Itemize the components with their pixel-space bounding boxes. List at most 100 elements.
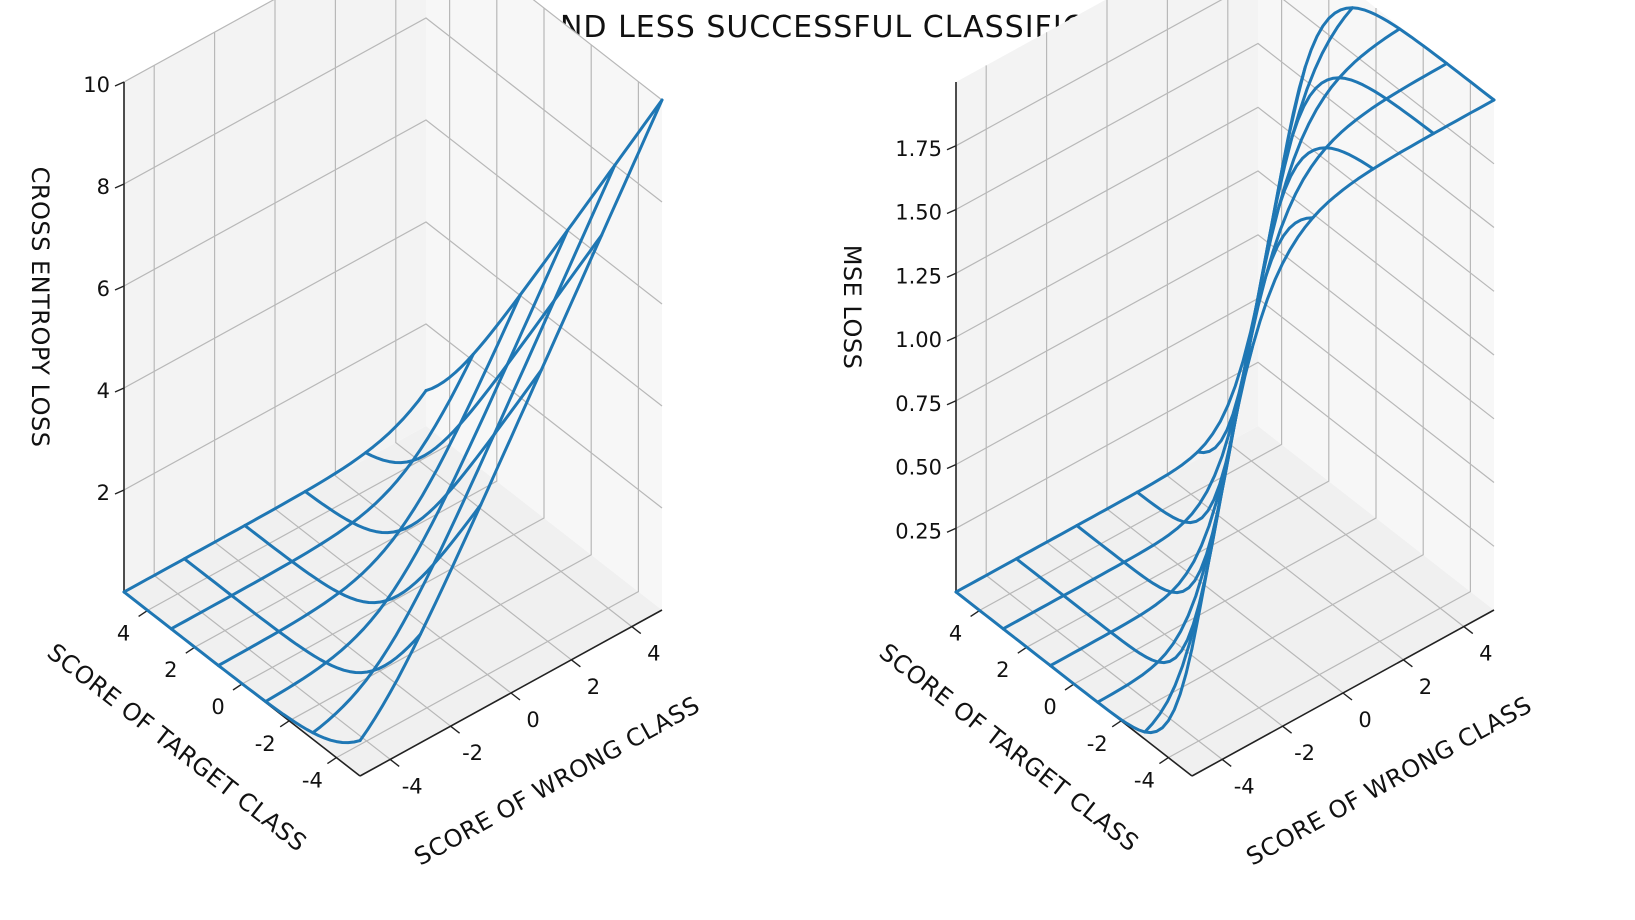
z-tick-label: 8 [97,175,110,199]
y-tick-label: 0 [211,695,224,719]
z-axis-label: MSE LOSS [838,245,866,370]
x-tick-label: 2 [1419,675,1432,699]
surface-wire-line [1075,216,1315,595]
gridline-x [334,0,572,661]
z-tick-mark [114,285,125,291]
gridline-y [336,81,640,759]
surface-wire-line [182,557,422,675]
z-tick-mark [946,336,957,342]
surface-wire-line [311,163,617,735]
x-tick-label: 0 [1358,708,1371,732]
surface-wire-line [243,503,483,605]
y-tick-label: -4 [302,769,323,793]
x-tick-label: -2 [462,741,483,765]
z-tick-mark [946,463,957,470]
y-tick-mark [138,609,148,617]
z-tick-mark [114,489,125,495]
gridline-z [955,234,1495,420]
x-tick-mark [1342,692,1353,701]
x-tick-mark [1402,659,1413,668]
y-tick-mark [1111,720,1122,728]
x-tick-mark [570,659,581,668]
x-tick-mark [1221,758,1232,767]
surface-wire-line [358,98,664,743]
x-tick-mark [1463,626,1474,635]
surface-wire-line [954,297,1260,594]
gridline-y [1168,81,1472,759]
surface-wire-line [1048,6,1354,668]
y-tick-mark [185,646,196,654]
x-tick-mark [1282,725,1293,734]
y-tick-mark [279,720,290,728]
x-tick-label: 4 [1479,642,1492,666]
gridline-y [241,8,545,685]
x-tick-mark [510,692,521,701]
surface-wire-line [954,590,1194,735]
z-tick-mark [946,400,957,406]
gridline-y [1073,8,1377,685]
gridline-y [979,0,1283,611]
z-tick-mark [946,527,957,533]
z-tick-label: 6 [97,277,110,301]
y-tick-mark [1159,757,1169,765]
z-tick-mark [946,145,957,151]
gridline-z [123,17,663,203]
z-tick-label: 4 [97,379,110,403]
gridline-z [955,170,1495,356]
y-tick-label: 0 [1043,695,1056,719]
y-tick-mark [1017,646,1028,654]
y-tick-label: -2 [1087,732,1108,756]
x-tick-label: 4 [647,642,660,666]
x-tick-label: -2 [1294,741,1315,765]
z-tick-label: 0.75 [895,392,942,416]
y-tick-mark [327,757,337,765]
z-tick-label: 2 [97,481,110,505]
surface-wire-line [364,233,604,465]
z-tick-mark [946,272,957,278]
gridline-z [123,221,663,407]
z-tick-mark [114,81,125,87]
y-tick-label: 2 [996,658,1009,682]
gridline-y [1026,0,1330,648]
y-tick-label: 4 [117,621,130,645]
mse-surface-plot: -4 -2 0 2 4 -4 -2 0 2 4 0.25 0.50 0.75 1.00 1.25 1.50 1.… [838,0,1537,871]
x-tick-mark [389,758,400,767]
z-tick-label: 0.25 [895,519,942,543]
gridline-x [395,0,633,628]
gridline-z [955,0,1495,165]
z-tick-label: 1.50 [895,201,942,225]
gridline-z [123,0,663,101]
z-tick-label: 0.50 [895,456,942,480]
y-tick-label: -4 [1134,769,1155,793]
surface-wire-line [1256,6,1496,300]
surface-wire-line [424,98,664,393]
x-tick-mark [450,725,461,734]
gridline-z [123,119,663,305]
z-tick-label: 1.25 [895,264,942,288]
gridline-z [955,42,1495,228]
y-tick-mark [1064,683,1075,691]
z-tick-mark [114,387,125,393]
surface-wire-line [169,352,475,631]
z-axis-label: CROSS ENTROPY LOSS [26,167,54,448]
y-tick-mark [970,609,980,617]
surface-wire-line [1196,76,1436,455]
x-tick-label: 2 [587,675,600,699]
gridline-y [194,0,498,648]
gridline-z [955,106,1495,292]
surface-wire-line [122,590,362,745]
surface-wire-line [122,389,428,594]
surface-wire-line [216,293,522,667]
gridline-z [955,361,1495,547]
gridline-y [1120,44,1424,722]
surface-wire-line [1014,345,1254,665]
y-tick-label: -2 [255,732,276,756]
z-tick-label: 1.00 [895,328,942,352]
z-tick-label: 10 [83,73,110,97]
x-tick-label: -4 [1234,774,1255,798]
y-tick-mark [232,683,243,691]
x-tick-mark [631,626,642,635]
surface-wire-line [303,368,543,535]
y-tick-label: 4 [949,621,962,645]
